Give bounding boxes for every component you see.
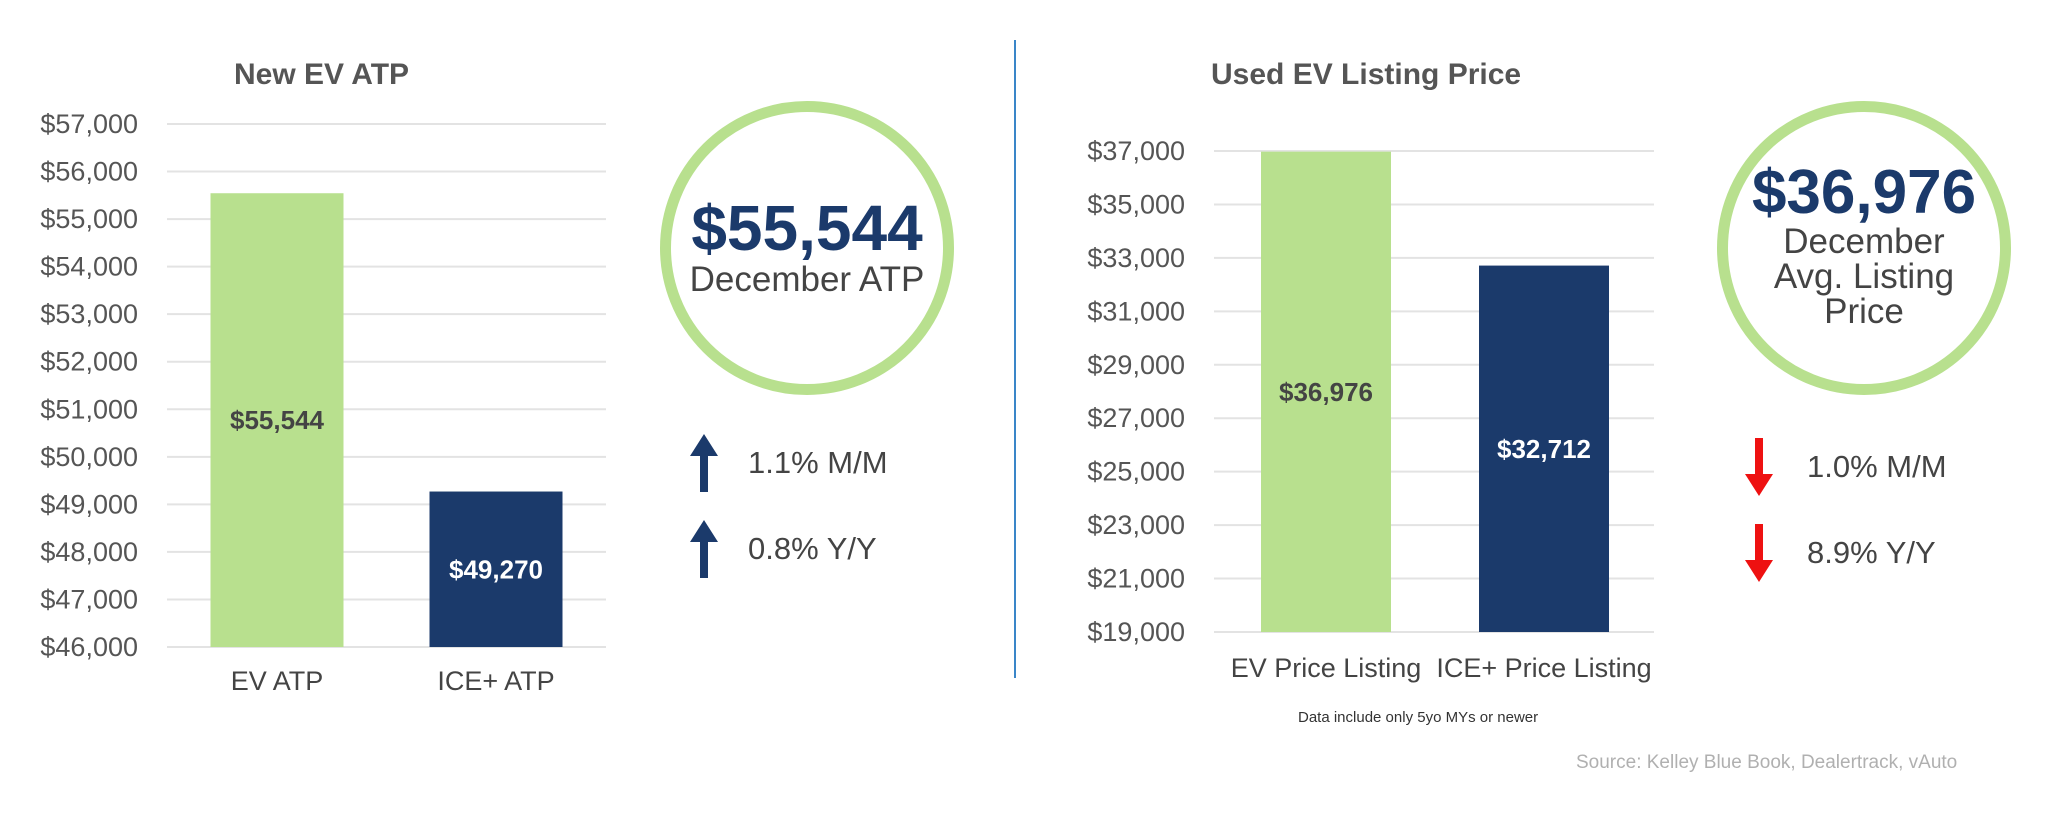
y-tick-label: $52,000	[40, 347, 138, 377]
bar	[210, 193, 344, 647]
arrow-down-icon	[1745, 524, 1773, 582]
y-tick-label: $19,000	[1087, 617, 1185, 647]
used-ev-listing-circle: $36,976 December Avg. Listing Price	[1717, 101, 2011, 395]
new-ev-stat-mm-text: 1.1% M/M	[748, 445, 888, 480]
y-tick-label: $46,000	[40, 632, 138, 662]
arrow-down-icon	[1745, 438, 1773, 496]
used-ev-stat-mm: 1.0% M/M	[1741, 436, 1947, 498]
new-ev-atp-circle-caption: December ATP	[689, 260, 925, 299]
source-citation: Source: Kelley Blue Book, Dealertrack, v…	[1576, 752, 1958, 773]
new-ev-atp-circle: $55,544 December ATP	[660, 101, 954, 395]
y-tick-label: $54,000	[40, 252, 138, 282]
section-divider	[1014, 40, 1016, 678]
x-category-label: ICE+ ATP	[437, 666, 554, 696]
bar	[1261, 151, 1391, 632]
used-ev-stat-mm-text: 1.0% M/M	[1807, 449, 1947, 484]
y-tick-label: $57,000	[40, 109, 138, 139]
new-ev-stat-mm: 1.1% M/M	[686, 432, 888, 494]
used-ev-circle-caption-line1: December	[1783, 221, 1945, 261]
x-category-label: EV ATP	[231, 666, 324, 696]
bar-data-label: $36,976	[1279, 377, 1373, 407]
y-tick-label: $51,000	[40, 394, 138, 424]
y-tick-label: $35,000	[1087, 189, 1185, 219]
y-tick-label: $27,000	[1087, 403, 1185, 433]
arrow-up-icon	[690, 434, 718, 492]
y-tick-label: $49,000	[40, 489, 138, 519]
bar-data-label: $49,270	[449, 554, 543, 584]
used-ev-circle-value: $36,976	[1751, 157, 1977, 227]
y-tick-label: $31,000	[1087, 296, 1185, 326]
y-tick-label: $37,000	[1087, 136, 1185, 166]
used-ev-stat-yy-text: 8.9% Y/Y	[1807, 535, 1936, 570]
data-footnote: Data include only 5yo MYs or newer	[1298, 709, 1539, 726]
y-tick-label: $47,000	[40, 584, 138, 614]
y-tick-label: $23,000	[1087, 510, 1185, 540]
y-tick-label: $56,000	[40, 157, 138, 187]
y-tick-label: $25,000	[1087, 457, 1185, 487]
new-ev-chart-title: New EV ATP	[234, 58, 410, 91]
y-tick-label: $55,000	[40, 204, 138, 234]
new-ev-stat-yy-text: 0.8% Y/Y	[748, 531, 877, 566]
new-ev-atp-chart: $46,000 $47,000 $48,000 $49,000 $50,000 $51,0…	[40, 109, 606, 696]
used-ev-stat-yy: 8.9% Y/Y	[1741, 522, 1936, 584]
used-ev-chart-title: Used EV Listing Price	[1211, 58, 1522, 91]
bar	[429, 491, 563, 647]
arrow-up-icon	[690, 520, 718, 578]
new-ev-stat-yy: 0.8% Y/Y	[686, 518, 877, 580]
y-tick-label: $48,000	[40, 537, 138, 567]
y-tick-label: $29,000	[1087, 350, 1185, 380]
y-tick-label: $53,000	[40, 299, 138, 329]
used-ev-circle-caption-line3: Price	[1824, 291, 1904, 331]
y-tick-label: $21,000	[1087, 564, 1185, 594]
y-tick-label: $33,000	[1087, 243, 1185, 273]
bar-data-label: $32,712	[1497, 434, 1591, 464]
y-tick-label: $50,000	[40, 442, 138, 472]
used-ev-listing-chart: $19,000 $21,000 $23,000 $25,000 $27,000 $29,0…	[1087, 136, 1654, 683]
x-category-label: EV Price Listing	[1231, 653, 1422, 683]
new-ev-atp-circle-value: $55,544	[691, 192, 923, 264]
x-category-label: ICE+ Price Listing	[1436, 653, 1651, 683]
bar-data-label: $55,544	[230, 405, 325, 435]
bar	[1479, 265, 1609, 632]
used-ev-circle-caption-line2: Avg. Listing	[1773, 256, 1955, 296]
